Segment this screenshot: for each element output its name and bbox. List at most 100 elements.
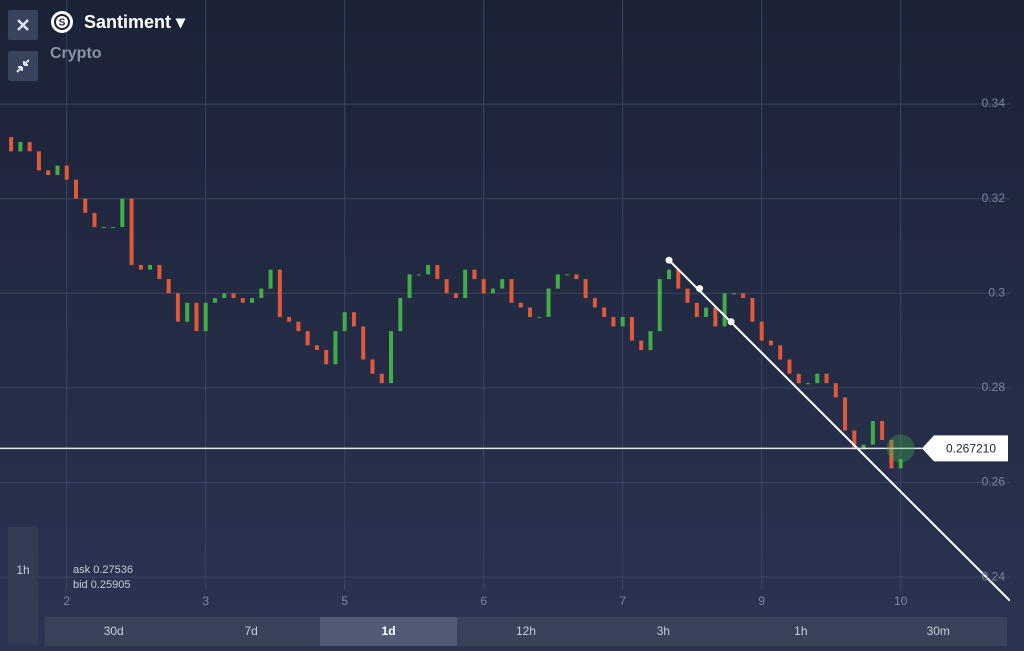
collapse-icon (16, 59, 30, 73)
candle-body (629, 316, 634, 341)
bid-label: bid (73, 579, 88, 591)
close-icon (17, 19, 29, 31)
candle-body (203, 302, 208, 332)
candle-body (342, 312, 347, 332)
candle-body (426, 264, 431, 275)
candle-body (120, 198, 125, 228)
candle-body (583, 279, 588, 299)
candle-body (704, 307, 709, 317)
candle-body (314, 345, 319, 351)
candle-body (565, 274, 570, 276)
candle-body (833, 383, 838, 398)
candle-body (27, 141, 32, 152)
candle-body (759, 321, 764, 341)
plot (0, 0, 1010, 602)
candle-body (296, 321, 301, 332)
candle-body (389, 331, 394, 384)
candle-body (324, 350, 329, 365)
candle-body (463, 269, 468, 299)
candle-body (138, 264, 143, 270)
y-tick-label: 0.32 (982, 191, 1006, 205)
candle-body (880, 421, 885, 440)
trend-point (665, 256, 673, 264)
candle-body (620, 316, 625, 327)
y-tick-label: 0.3 (988, 285, 1005, 299)
candle-body (694, 302, 699, 317)
candle-body (889, 439, 894, 469)
timeframe-button[interactable]: 3h (656, 624, 671, 638)
candle-body (490, 288, 495, 294)
candle-body (472, 269, 477, 280)
candle-body (676, 269, 681, 289)
candle-body (481, 279, 486, 294)
candle-body (240, 298, 245, 303)
price-glow (886, 434, 915, 463)
candle-body (870, 421, 875, 445)
candle-body (861, 444, 866, 450)
candle-body (333, 331, 338, 365)
timeframe-button[interactable]: 1h (794, 624, 808, 638)
candle-body (435, 264, 440, 280)
candle-body (46, 170, 51, 176)
y-tick-label: 0.28 (982, 380, 1006, 394)
candle-body (111, 227, 116, 229)
candle-body (453, 293, 458, 299)
timeframe-bar: 30d 7d 1d 12h 3h 1h 30m (45, 617, 1007, 646)
candle-body (778, 345, 783, 360)
candle-body (509, 279, 514, 303)
timeframe-button[interactable]: 1d (319, 617, 458, 646)
trend-point (727, 318, 735, 326)
candle-body (787, 359, 792, 374)
candle-body (796, 373, 801, 384)
candle-body (370, 359, 375, 374)
close-button[interactable] (8, 10, 38, 40)
candle-body (18, 141, 23, 152)
candle-body (657, 279, 662, 332)
candle-body (55, 165, 60, 176)
candle-body (185, 302, 190, 322)
collapse-button[interactable] (8, 51, 38, 81)
candle-body (73, 179, 78, 199)
candle-body (611, 316, 616, 327)
candle-body (259, 288, 264, 299)
price-tag (922, 435, 1008, 462)
candle-body (287, 316, 292, 322)
asset-title[interactable]: Santiment ▾ (84, 12, 186, 32)
candle-body (806, 383, 810, 385)
candle-body (555, 274, 560, 289)
candle-body (148, 264, 153, 270)
candle-body (528, 307, 533, 317)
y-tick-label: 0.24 (982, 569, 1006, 583)
timeframe-button[interactable]: 30d (103, 624, 124, 638)
timeframe-button[interactable]: 7d (244, 624, 258, 638)
candle-body (518, 302, 523, 308)
candle-body (379, 373, 384, 384)
candle-body (852, 430, 857, 450)
y-tick-label: 0.34 (982, 96, 1006, 110)
candle-body (843, 397, 848, 431)
bid-value: 0.25905 (90, 579, 131, 591)
bid-row: bid 0.25905 (73, 578, 133, 593)
timeframe-button[interactable]: 12h (515, 624, 536, 638)
candle-body (750, 298, 755, 322)
candle-body (713, 307, 718, 327)
candle-body (351, 312, 356, 327)
side-toolbar (8, 527, 38, 645)
candle-body (639, 340, 644, 351)
candle-body (648, 331, 653, 351)
candle-body (36, 151, 41, 171)
x-tick-label: 10 (894, 594, 908, 608)
x-tick-label: 7 (619, 594, 626, 608)
ask-label: ask (73, 564, 91, 576)
svg-text:S: S (59, 18, 66, 29)
timeframe-button[interactable]: 30m (926, 624, 950, 638)
candle-body (157, 264, 162, 280)
candle-body (500, 279, 505, 289)
candle-body (741, 293, 746, 299)
interval-button[interactable]: 1h (16, 563, 30, 577)
trend-line (668, 259, 1010, 602)
candle-body (416, 274, 421, 276)
x-tick-label: 2 (63, 594, 70, 608)
candle-body (305, 331, 310, 346)
candle-body (361, 326, 366, 360)
